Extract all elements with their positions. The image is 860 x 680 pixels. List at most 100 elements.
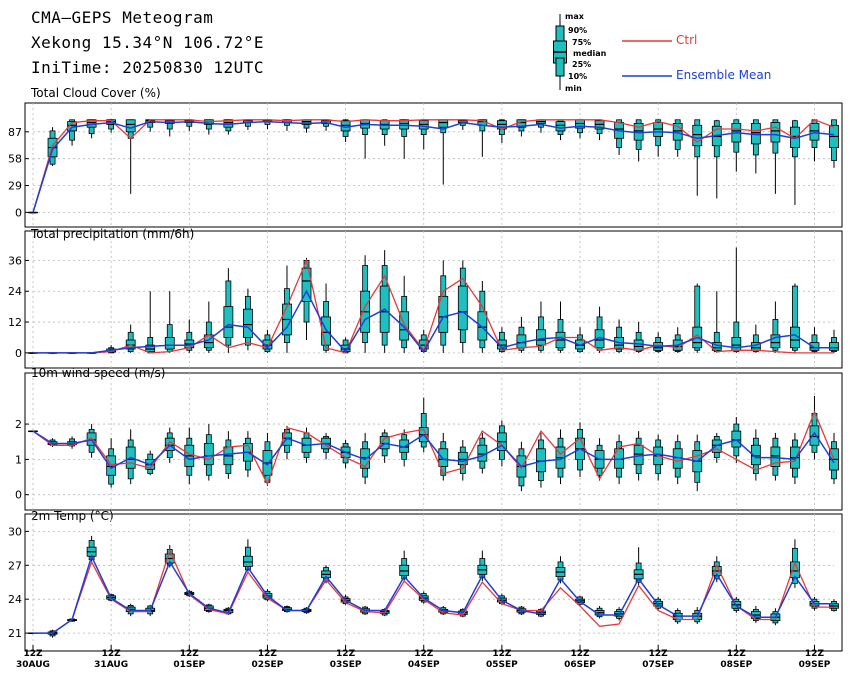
box-whisker xyxy=(731,247,742,353)
legend-ctrl-label: Ctrl xyxy=(676,33,698,47)
box-whisker xyxy=(809,327,820,353)
box-lower-tail xyxy=(381,128,388,135)
box-upper-tail xyxy=(713,436,720,441)
box-upper-tail xyxy=(342,339,349,346)
box-whisker xyxy=(692,119,703,196)
box-upper-tail xyxy=(420,413,427,429)
box-upper-tail xyxy=(713,120,720,127)
box-lower-tail xyxy=(459,329,466,343)
box-iqr xyxy=(262,339,273,350)
box-whisker xyxy=(243,119,253,130)
box-whisker xyxy=(282,265,292,353)
x-tick-date-label: 30AUG xyxy=(16,660,50,670)
box-lower-tail xyxy=(362,127,369,135)
box-upper-tail xyxy=(108,448,115,457)
box-upper-tail xyxy=(733,321,740,338)
box-iqr xyxy=(125,119,136,133)
box-whisker xyxy=(184,427,195,485)
box-whisker xyxy=(457,119,468,130)
box-whisker xyxy=(692,434,703,492)
panel-frame xyxy=(24,513,843,652)
box-whisker xyxy=(555,429,566,485)
box-whisker xyxy=(360,119,371,159)
box-whisker xyxy=(67,119,77,146)
x-tick-date-label: 07SEP xyxy=(642,660,674,670)
box-upper-tail xyxy=(635,331,642,341)
box-whisker xyxy=(692,283,703,353)
x-tick-date-label: 01SEP xyxy=(173,660,205,670)
box-iqr xyxy=(770,122,781,143)
ctrl-series-line xyxy=(32,119,835,213)
box-whisker xyxy=(125,429,136,485)
box-lower-tail xyxy=(713,451,720,459)
box-lower-tail xyxy=(205,464,212,476)
box-lower-tail xyxy=(772,466,779,476)
box-lower-tail xyxy=(401,451,408,460)
x-tick-hour-label: 12Z xyxy=(649,649,669,659)
box-lower-tail xyxy=(166,450,173,459)
box-upper-tail xyxy=(401,558,408,566)
box-iqr xyxy=(731,430,742,448)
box-upper-tail xyxy=(479,290,486,313)
box-lower-tail xyxy=(147,122,154,128)
panel-0: Total Cloud Cover (%) 0 29 58 87 xyxy=(8,86,843,228)
chart-title: CMA—GEPS Meteogram xyxy=(31,8,214,27)
box-lower-tail xyxy=(323,123,329,127)
box-whisker xyxy=(438,260,449,353)
box-lower-tail xyxy=(401,339,408,349)
box-iqr xyxy=(770,334,781,349)
box-whisker xyxy=(262,432,273,486)
box-lower-tail xyxy=(88,126,95,135)
box-whisker xyxy=(86,119,97,139)
box-iqr xyxy=(809,123,820,141)
box-lower-tail xyxy=(88,444,95,453)
box-upper-tail xyxy=(381,432,388,437)
box-lower-tail xyxy=(381,448,388,457)
box-lower-tail xyxy=(596,128,603,135)
mean-series-line xyxy=(32,430,835,470)
box-lower-tail xyxy=(635,139,642,150)
box-whisker xyxy=(203,424,214,481)
box-upper-tail xyxy=(147,453,154,460)
box-whisker xyxy=(750,429,761,481)
box-lower-tail xyxy=(655,136,662,147)
box-whisker xyxy=(809,119,820,162)
box-lower-tail xyxy=(616,137,622,148)
box-upper-tail xyxy=(538,439,544,450)
y-tick-label: 12 xyxy=(8,316,22,329)
box-iqr xyxy=(243,308,253,338)
box-whisker xyxy=(125,119,136,194)
box-lower-tail xyxy=(108,124,115,130)
box-upper-tail xyxy=(538,316,544,331)
box-upper-tail xyxy=(498,425,505,434)
location-label: Xekong 15.34°N 106.72°E xyxy=(31,33,265,52)
box-whisker xyxy=(633,322,644,353)
box-upper-tail xyxy=(792,120,798,128)
box-upper-tail xyxy=(264,441,271,451)
y-tick-label: 27 xyxy=(8,559,22,572)
box-whisker xyxy=(750,119,761,174)
y-tick-label: 36 xyxy=(8,254,22,267)
box-lower-tail xyxy=(577,458,583,471)
box-whisker xyxy=(340,119,351,142)
box-upper-tail xyxy=(831,441,837,450)
box-lower-tail xyxy=(225,126,232,132)
legend-ctrl-line xyxy=(622,40,672,42)
box-upper-tail xyxy=(362,265,369,292)
box-upper-tail xyxy=(127,331,134,341)
box-lower-tail xyxy=(420,128,427,135)
box-lower-tail xyxy=(186,466,193,476)
box-upper-tail xyxy=(69,438,75,443)
box-whisker xyxy=(399,119,410,159)
x-tick-date-label: 02SEP xyxy=(252,660,284,670)
box-upper-tail xyxy=(635,562,642,571)
box-upper-tail xyxy=(518,448,525,457)
box-upper-tail xyxy=(772,119,779,123)
panel-title: Total precipitation (mm/6h) xyxy=(30,227,194,241)
box-lower-tail xyxy=(811,444,818,453)
y-tick-label: 0 xyxy=(15,489,22,502)
box-upper-tail xyxy=(498,331,505,341)
box-upper-tail xyxy=(674,610,681,614)
box-lower-tail xyxy=(69,130,75,141)
box-upper-tail xyxy=(831,337,837,343)
